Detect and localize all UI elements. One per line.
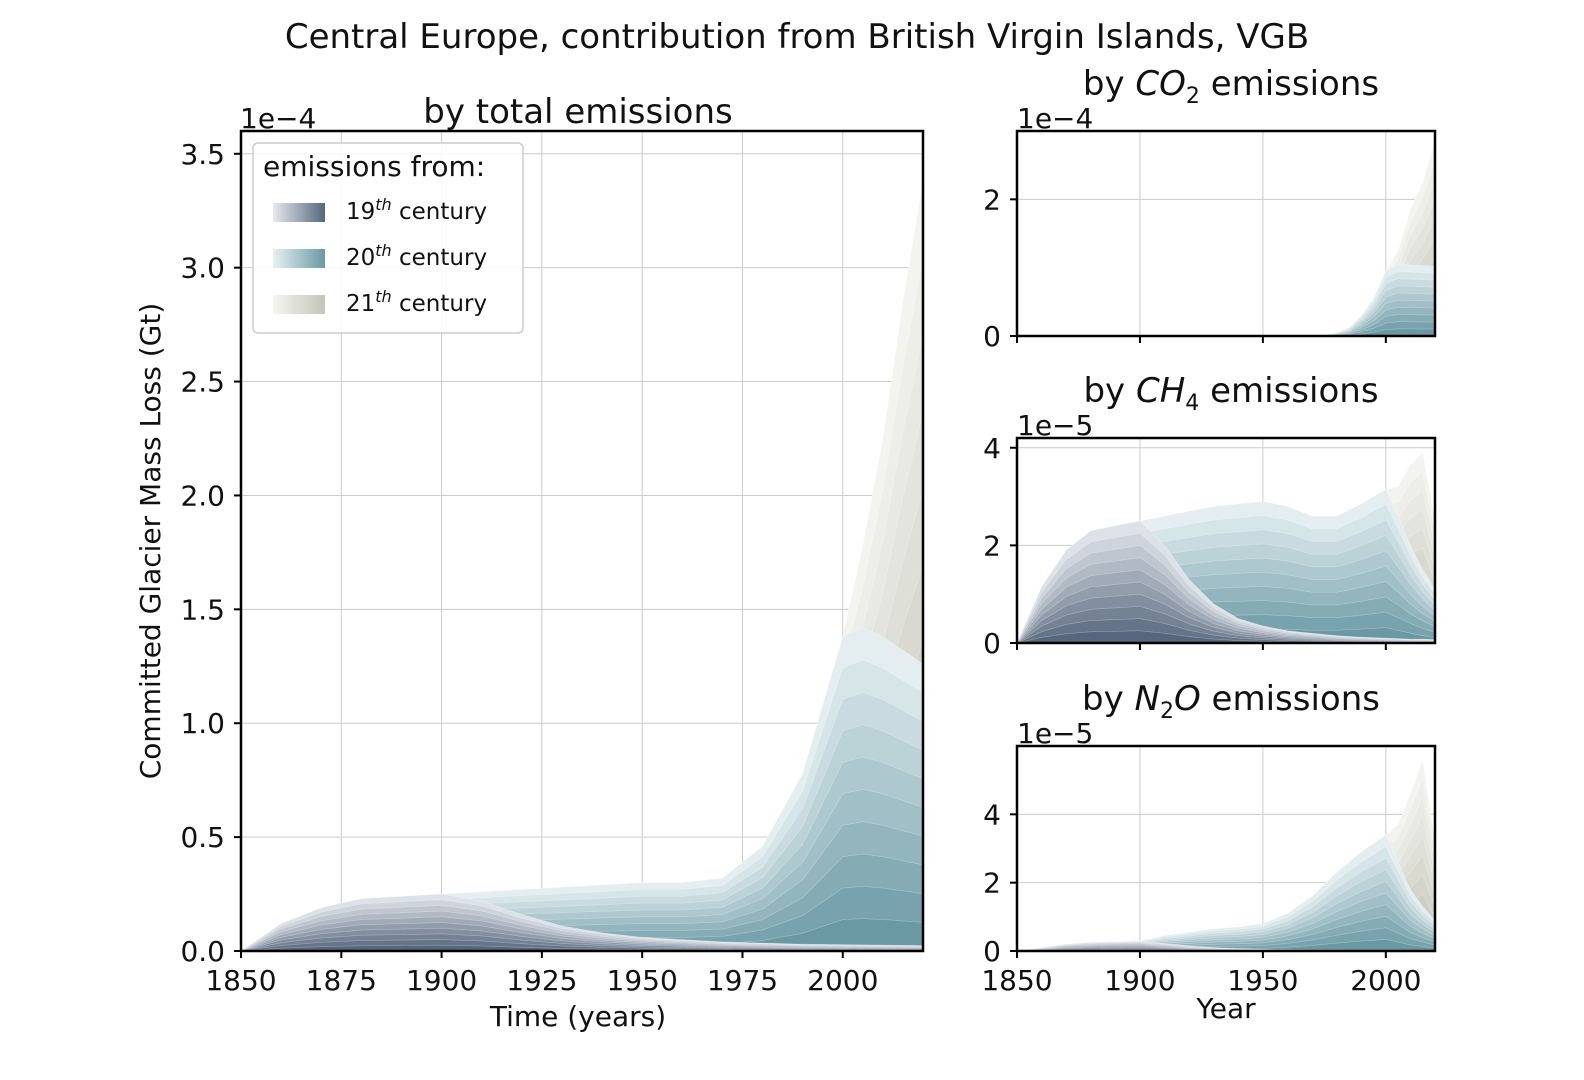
legend-entry-19th: 19th century (346, 195, 487, 225)
legend-entry-20th: 20th century (346, 241, 487, 271)
panel-co2-y-ticks: 02 (983, 183, 1017, 353)
y-tick-label: 2 (983, 867, 1001, 900)
panel-total-x-axis-label: Time (years) (489, 1000, 666, 1033)
y-tick-label: 1.5 (180, 593, 225, 626)
x-tick-label: 1875 (306, 964, 377, 997)
panel-co2-areas (1017, 141, 1435, 336)
y-tick-label: 2 (983, 529, 1001, 562)
legend-swatch-21st (273, 295, 325, 314)
panel-ch4-areas (1017, 452, 1435, 643)
y-tick-label: 0 (983, 627, 1001, 660)
y-tick-label: 3.5 (180, 138, 225, 171)
panel-co2-frame (1015, 129, 1437, 338)
x-tick-label: 1900 (406, 964, 477, 997)
x-tick-label: 1950 (1227, 964, 1298, 997)
x-tick-label: 1850 (981, 964, 1052, 997)
panel-ch4-title: by CH4 emissions (1083, 371, 1378, 416)
panel-co2-exponent-label: 1e−4 (1017, 102, 1093, 135)
panel-total-frame (239, 129, 925, 953)
y-tick-label: 2 (983, 183, 1001, 216)
y-tick-label: 2.5 (180, 366, 225, 399)
panel-ch4-emissions: by CH4 emissions 1e−5 0 2 4 (983, 371, 1437, 660)
panel-n2o-emissions: by N2O emissions 1e−5 1850 1900 1950 2000 0… (981, 679, 1437, 1025)
y-tick-label: 0.0 (180, 935, 225, 968)
panel-total-y-axis-label: Committed Glacier Mass Loss (Gt) (134, 303, 167, 780)
panel-ch4-x-ticks (1016, 643, 1387, 650)
panel-n2o-x-axis-label: Year (1195, 992, 1256, 1025)
x-tick-label: 1975 (707, 964, 778, 997)
panel-total-areas (241, 181, 923, 951)
panel-total-exponent-label: 1e−4 (240, 102, 316, 135)
legend-title: emissions from: (263, 150, 485, 183)
panel-n2o-y-ticks: 0 2 4 (983, 798, 1017, 968)
panel-n2o-x-ticks: 1850 1900 1950 2000 (981, 951, 1421, 997)
y-tick-label: 3.0 (180, 252, 225, 285)
legend: emissions from: 19th century 20th centur… (252, 142, 524, 334)
panel-co2-x-ticks (1016, 336, 1387, 343)
panel-n2o-title: by N2O emissions (1082, 679, 1380, 724)
x-tick-label: 1850 (205, 964, 276, 997)
y-tick-label: 2.0 (180, 479, 225, 512)
y-tick-label: 1.0 (180, 707, 225, 740)
x-tick-label: 1900 (1104, 964, 1175, 997)
panel-total-y-ticks: 0.0 0.5 1.0 1.5 2.0 2.5 3.0 3.5 (180, 138, 241, 968)
panel-total-x-ticks: 1850 1875 1900 1925 1950 1975 2000 (205, 951, 878, 997)
x-tick-label: 2000 (807, 964, 878, 997)
y-tick-label: 4 (983, 432, 1001, 465)
panel-total-emissions: by total emissions 1e−4 1850 1875 1900 1925… (134, 92, 925, 1033)
legend-box (252, 142, 524, 334)
legend-entry-21st: 21th century (346, 287, 487, 317)
x-tick-label: 2000 (1350, 964, 1421, 997)
panel-co2-title: by CO2 emissions (1083, 64, 1379, 109)
panel-total-title: by total emissions (423, 92, 733, 132)
figure-suptitle: Central Europe, contribution from Britis… (285, 17, 1309, 57)
x-tick-label: 1925 (506, 964, 577, 997)
y-tick-label: 0 (983, 320, 1001, 353)
panel-n2o-frame (1015, 744, 1437, 953)
y-tick-label: 0 (983, 935, 1001, 968)
legend-swatch-19th (273, 203, 325, 222)
panel-n2o-exponent-label: 1e−5 (1017, 717, 1093, 750)
panel-ch4-frame (1015, 436, 1437, 645)
y-tick-label: 0.5 (180, 821, 225, 854)
panel-ch4-exponent-label: 1e−5 (1017, 409, 1093, 442)
legend-swatch-20th (273, 249, 325, 268)
y-tick-label: 4 (983, 798, 1001, 831)
panel-co2-emissions: by CO2 emissions 1e−4 02 (983, 64, 1437, 353)
panel-n2o-areas (1017, 759, 1435, 951)
panel-ch4-y-ticks: 0 2 4 (983, 432, 1017, 660)
x-tick-label: 1950 (607, 964, 678, 997)
